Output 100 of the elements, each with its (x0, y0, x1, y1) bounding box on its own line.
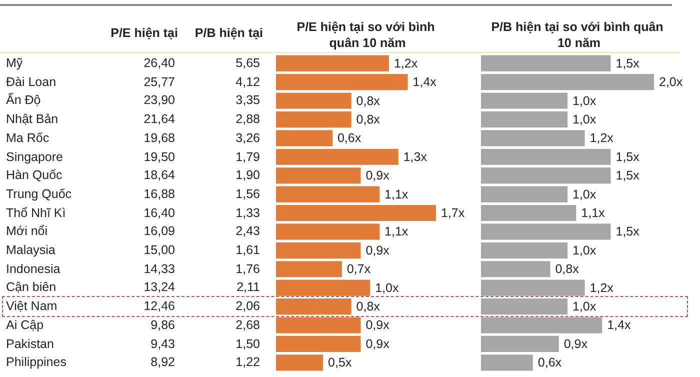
bar (481, 280, 585, 296)
data-label: 0,8x (356, 112, 381, 126)
bar (481, 55, 611, 72)
data-label: 1,1x (384, 224, 409, 239)
bar (276, 92, 352, 109)
data-label: 0,8x (356, 300, 381, 314)
bar (481, 148, 611, 165)
data-label: 1,0x (572, 94, 597, 108)
bar (276, 74, 408, 90)
bar (481, 74, 654, 90)
bar (481, 354, 533, 371)
data-label: 3,35 (236, 92, 260, 110)
category-label: Ai Cập (6, 316, 44, 334)
data-label: 5,65 (236, 55, 260, 72)
data-label: 9,86 (150, 316, 175, 334)
data-label: 0,6x (337, 131, 362, 146)
category-label: Pakistan (6, 336, 54, 353)
data-label: 4,12 (236, 74, 260, 91)
data-label: 1,1x (581, 206, 606, 220)
data-label: 19,68 (144, 130, 175, 147)
bar (276, 317, 361, 334)
category-label: Mỹ (6, 55, 23, 72)
bar (481, 261, 550, 278)
data-label: 16,09 (144, 223, 175, 240)
data-label: 16,40 (144, 204, 175, 222)
data-label: 2,68 (236, 316, 260, 334)
data-label: 8,92 (150, 354, 175, 372)
bar (276, 111, 352, 128)
bar (276, 224, 380, 240)
data-label: 1,76 (236, 260, 260, 278)
category-label: Mới nổi (6, 223, 48, 240)
data-label: 15,00 (144, 242, 175, 260)
bar (276, 354, 324, 371)
data-label: 14,33 (144, 260, 175, 278)
bar (276, 55, 389, 72)
data-label: 1,0x (572, 187, 597, 202)
data-label: 0,7x (346, 262, 372, 276)
data-label: 0,9x (366, 318, 390, 332)
bar (276, 280, 370, 296)
data-label: 26,40 (144, 55, 175, 72)
data-label: 1,4x (607, 318, 632, 332)
category-label: Ma Rốc (6, 130, 50, 147)
data-label: 1,0x (572, 243, 597, 258)
data-label: 0,9x (366, 336, 390, 351)
data-label: 9,43 (150, 336, 175, 353)
text: P/B hiện tại (194, 26, 263, 40)
data-label: 1,2x (590, 131, 614, 146)
bar (481, 92, 568, 109)
bar (481, 224, 611, 240)
category-label: Cận biên (6, 279, 56, 296)
category-label: Philippines (6, 354, 66, 372)
data-label: 3,26 (236, 130, 260, 147)
data-label: 16,88 (144, 186, 175, 203)
bar (276, 261, 342, 278)
bar (481, 317, 602, 334)
data-label: 1,50 (236, 336, 260, 353)
bar (481, 130, 585, 146)
category-label: Việt Nam (6, 298, 58, 316)
data-label: 1,0x (572, 112, 597, 126)
data-label: 2,11 (236, 279, 260, 296)
data-label: 1,61 (236, 242, 260, 260)
category-label: Thổ Nhĩ Kì (6, 204, 66, 222)
data-label: 21,64 (144, 111, 175, 128)
bar (276, 186, 380, 202)
data-label: 18,64 (144, 167, 175, 184)
data-label: 1,5x (616, 224, 640, 239)
data-label: 0,9x (366, 168, 390, 183)
data-label: 19,50 (144, 148, 175, 166)
bar (276, 148, 398, 165)
category-label: Trung Quốc (6, 186, 72, 203)
data-label: 1,2x (394, 56, 418, 70)
bar (481, 168, 611, 184)
text: P/E hiện tại (110, 26, 178, 40)
bar (481, 336, 559, 352)
data-label: 2,88 (236, 111, 260, 128)
data-label: 12,46 (144, 298, 175, 316)
category-label: Singapore (6, 148, 63, 166)
chart-title: P/B hiện tại so với bình quân 10 năm (491, 20, 667, 50)
data-label: 13,24 (144, 279, 175, 296)
data-label: 1,22 (236, 354, 260, 372)
data-label: 25,77 (144, 74, 175, 91)
data-label: 1,56 (236, 186, 260, 203)
data-label: 1,5x (616, 56, 640, 70)
category-label: Hàn Quốc (6, 167, 62, 184)
bar (481, 204, 576, 222)
bar (276, 336, 361, 352)
data-label: 1,5x (616, 150, 640, 164)
bar (276, 242, 361, 258)
bar (481, 111, 568, 128)
data-label: 0,6x (538, 356, 562, 370)
category-label: Nhật Bản (6, 111, 58, 128)
data-label: 1,4x (412, 75, 438, 90)
bar (276, 298, 352, 315)
category-label: Ấn Độ (6, 92, 41, 110)
category-label: Indonesia (6, 260, 60, 278)
data-label: 1,5x (616, 168, 640, 183)
data-label: 0,8x (356, 94, 381, 108)
bar (276, 168, 361, 184)
data-label: 2,06 (236, 298, 260, 316)
bar (481, 186, 568, 202)
